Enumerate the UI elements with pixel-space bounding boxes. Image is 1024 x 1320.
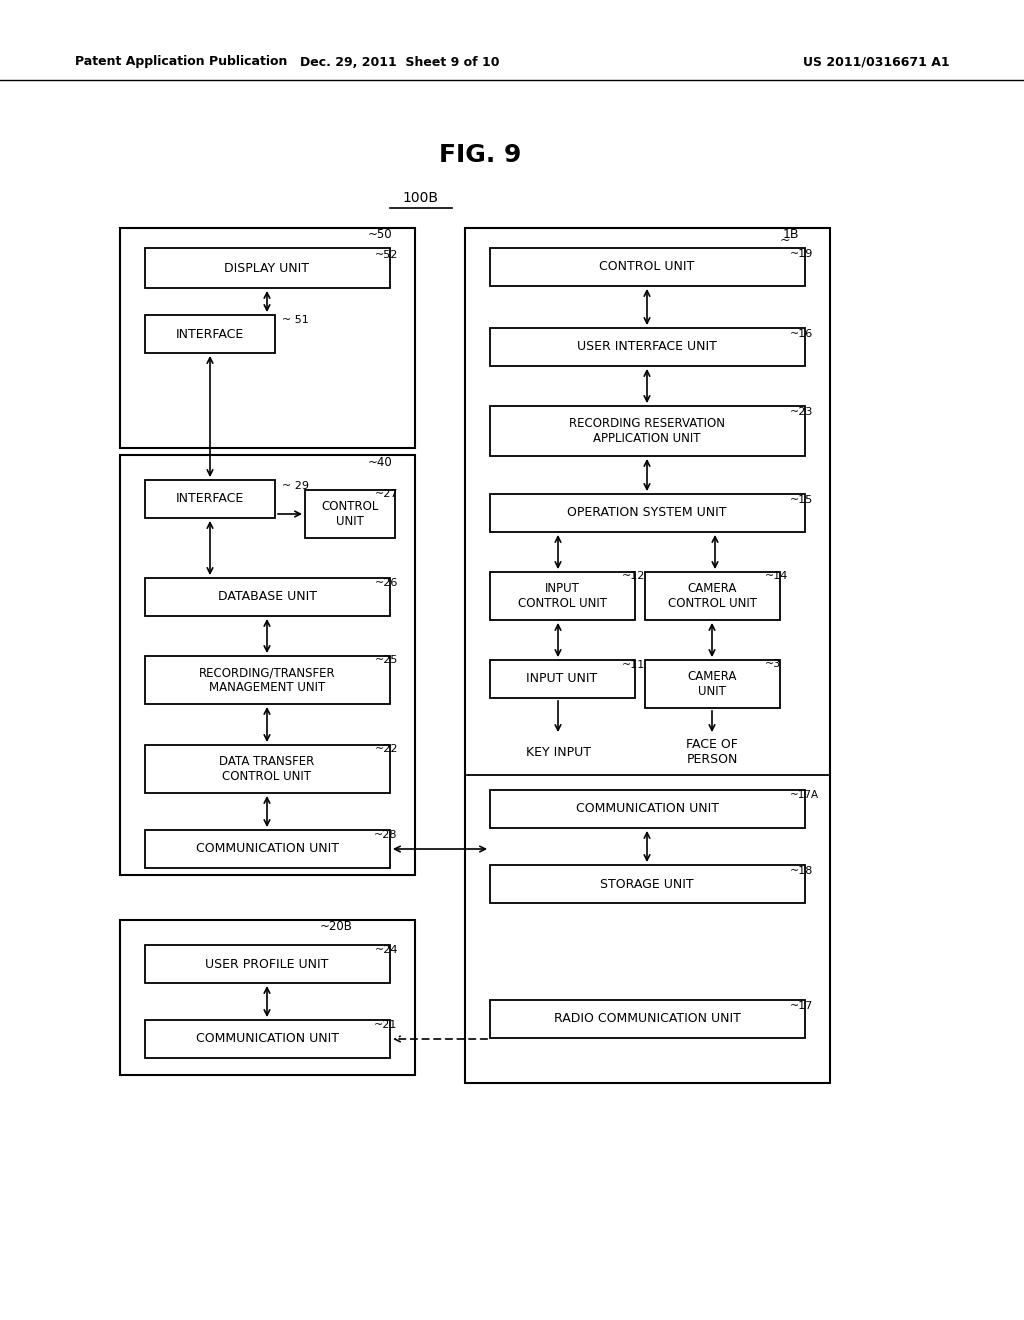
- Text: RADIO COMMUNICATION UNIT: RADIO COMMUNICATION UNIT: [554, 1012, 740, 1026]
- Text: ~12: ~12: [622, 572, 645, 581]
- Text: KEY INPUT: KEY INPUT: [525, 746, 591, 759]
- Bar: [145, 248, 390, 288]
- Bar: [465, 228, 830, 1082]
- Text: FACE OF
PERSON: FACE OF PERSON: [686, 738, 738, 766]
- Text: STORAGE UNIT: STORAGE UNIT: [600, 878, 694, 891]
- Bar: [145, 830, 390, 869]
- Text: ~52: ~52: [375, 249, 398, 260]
- Text: COMMUNICATION UNIT: COMMUNICATION UNIT: [575, 803, 719, 816]
- Bar: [645, 660, 780, 708]
- Text: INPUT UNIT: INPUT UNIT: [526, 672, 598, 685]
- Text: DISPLAY UNIT: DISPLAY UNIT: [224, 261, 309, 275]
- Text: ~14: ~14: [765, 572, 788, 581]
- Text: DATA TRANSFER
CONTROL UNIT: DATA TRANSFER CONTROL UNIT: [219, 755, 314, 783]
- Bar: [490, 572, 635, 620]
- Text: ~18: ~18: [790, 866, 813, 876]
- Text: ~17A: ~17A: [790, 789, 819, 800]
- Text: USER INTERFACE UNIT: USER INTERFACE UNIT: [578, 341, 717, 354]
- Text: 100B: 100B: [402, 191, 438, 205]
- Text: ~26: ~26: [375, 578, 398, 587]
- Bar: [145, 480, 275, 517]
- Text: CONTROL UNIT: CONTROL UNIT: [599, 260, 694, 273]
- Text: ~20B: ~20B: [319, 920, 353, 932]
- Bar: [490, 248, 805, 286]
- Text: USER PROFILE UNIT: USER PROFILE UNIT: [206, 957, 329, 970]
- Text: INTERFACE: INTERFACE: [176, 492, 244, 506]
- Bar: [145, 1020, 390, 1059]
- Text: ~ 51: ~ 51: [282, 315, 309, 325]
- Text: Dec. 29, 2011  Sheet 9 of 10: Dec. 29, 2011 Sheet 9 of 10: [300, 55, 500, 69]
- Text: ~16: ~16: [790, 329, 813, 339]
- Bar: [490, 327, 805, 366]
- Text: CAMERA
CONTROL UNIT: CAMERA CONTROL UNIT: [668, 582, 757, 610]
- Bar: [490, 789, 805, 828]
- Text: ~11: ~11: [622, 660, 645, 671]
- Bar: [305, 490, 395, 539]
- Bar: [490, 660, 635, 698]
- Text: FIG. 9: FIG. 9: [439, 143, 521, 168]
- Text: ~40: ~40: [368, 455, 393, 469]
- Text: ~25: ~25: [375, 655, 398, 665]
- Text: ~17: ~17: [790, 1001, 813, 1011]
- Bar: [145, 315, 275, 352]
- Text: 1B: 1B: [783, 227, 800, 240]
- Text: CAMERA
UNIT: CAMERA UNIT: [687, 671, 736, 698]
- Text: INTERFACE: INTERFACE: [176, 327, 244, 341]
- Bar: [145, 744, 390, 793]
- Text: ~28: ~28: [374, 830, 397, 840]
- Text: CONTROL
UNIT: CONTROL UNIT: [322, 500, 379, 528]
- Text: RECORDING RESERVATION
APPLICATION UNIT: RECORDING RESERVATION APPLICATION UNIT: [569, 417, 725, 445]
- Text: ~3: ~3: [765, 659, 781, 669]
- Bar: [490, 865, 805, 903]
- Bar: [490, 407, 805, 455]
- Text: RECORDING/TRANSFER
MANAGEMENT UNIT: RECORDING/TRANSFER MANAGEMENT UNIT: [199, 667, 335, 694]
- Text: ~19: ~19: [790, 249, 813, 259]
- Text: ~22: ~22: [375, 744, 398, 754]
- Bar: [120, 455, 415, 875]
- Text: INPUT
CONTROL UNIT: INPUT CONTROL UNIT: [517, 582, 606, 610]
- Text: Patent Application Publication: Patent Application Publication: [75, 55, 288, 69]
- Text: ~ 29: ~ 29: [282, 480, 309, 491]
- Text: ~24: ~24: [375, 945, 398, 954]
- Text: ~50: ~50: [368, 227, 392, 240]
- Text: OPERATION SYSTEM UNIT: OPERATION SYSTEM UNIT: [567, 507, 727, 520]
- Text: COMMUNICATION UNIT: COMMUNICATION UNIT: [196, 842, 339, 855]
- Bar: [120, 228, 415, 447]
- Bar: [645, 572, 780, 620]
- Text: COMMUNICATION UNIT: COMMUNICATION UNIT: [196, 1032, 339, 1045]
- Bar: [145, 656, 390, 704]
- Bar: [145, 945, 390, 983]
- Bar: [490, 1001, 805, 1038]
- Text: US 2011/0316671 A1: US 2011/0316671 A1: [804, 55, 950, 69]
- Bar: [120, 920, 415, 1074]
- Bar: [490, 494, 805, 532]
- Text: ~: ~: [780, 234, 791, 247]
- Text: DATABASE UNIT: DATABASE UNIT: [217, 590, 316, 603]
- Text: ~27: ~27: [375, 488, 398, 499]
- Text: ~15: ~15: [790, 495, 813, 506]
- Text: ~21: ~21: [374, 1020, 397, 1030]
- Bar: [145, 578, 390, 616]
- Text: ~23: ~23: [790, 407, 813, 417]
